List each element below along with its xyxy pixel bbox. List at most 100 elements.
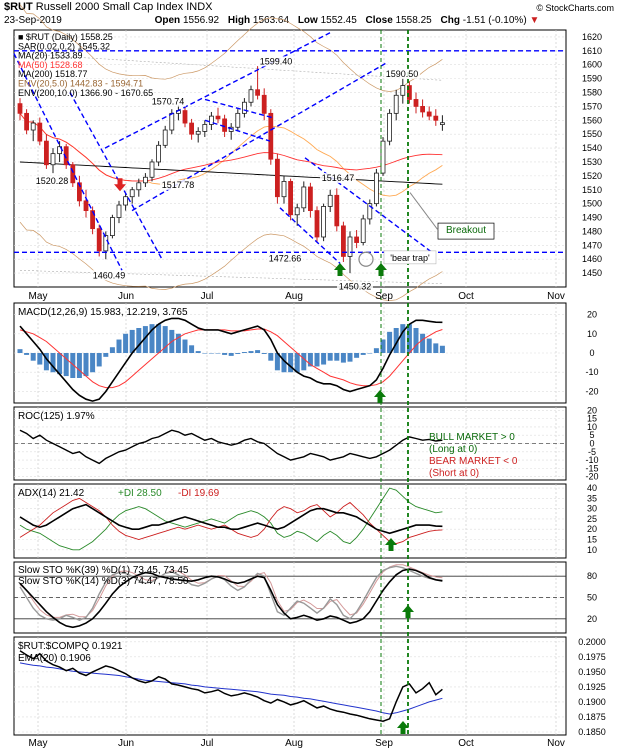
macd-histogram-bar (268, 353, 274, 361)
y-tick-label: 0 (589, 439, 594, 449)
macd-histogram-bar (400, 324, 406, 353)
macd-histogram-bar (321, 353, 327, 365)
candle-body (360, 218, 366, 243)
stochastics-panel (14, 564, 566, 629)
wedge-lower (279, 207, 341, 264)
macd-histogram-bar (420, 333, 426, 353)
x-tick-label: Sep (375, 291, 393, 302)
candle-body (307, 186, 313, 211)
y-tick-label: 1550 (582, 129, 602, 139)
x-tick-label: Sep (375, 738, 393, 749)
macd-histogram-bar (109, 347, 115, 353)
macd-histogram-bar (222, 353, 228, 355)
macd-histogram-bar (393, 328, 399, 353)
y-tick-label: 80 (587, 571, 597, 581)
macd-histogram-bar (354, 353, 360, 358)
price-annotation: 1570.74 (152, 97, 185, 107)
candle-body (406, 85, 412, 100)
macd-histogram-bar (373, 348, 379, 353)
candle-body (400, 85, 406, 96)
candle-body (327, 194, 333, 207)
ratio-ema-line (19, 662, 443, 715)
x-tick-label: May (29, 291, 48, 302)
ratio-panel (19, 650, 443, 722)
annotation-bg (150, 96, 186, 107)
y-tick-label: -20 (585, 472, 598, 482)
y-tick-label: 15 (587, 414, 597, 424)
macd-histogram-bar (274, 353, 280, 371)
bear-trap-box (383, 250, 437, 265)
macd-histogram-bar (149, 324, 155, 353)
macd-panel (17, 317, 445, 402)
y-tick-label: 35 (587, 493, 597, 503)
low-value: 1552.45 (320, 15, 357, 26)
annotation-bg (384, 68, 420, 79)
plus-di-line (19, 487, 443, 551)
candle-body (380, 140, 386, 174)
candle-body (83, 200, 89, 211)
flag-upper (204, 98, 273, 119)
y-tick-label: 10 (587, 329, 597, 339)
up-arrow-icon (334, 263, 346, 276)
candle-body (393, 94, 399, 114)
macd-histogram-bar (380, 339, 386, 353)
candle-body (373, 172, 379, 205)
candle-body (123, 196, 128, 206)
candle-body (208, 115, 214, 125)
macd-histogram-bar (340, 353, 346, 363)
candle-body (420, 106, 426, 113)
price-annotation: 1599.40 (260, 56, 293, 66)
up-arrow-icon (375, 263, 387, 276)
y-tick-label: -15 (585, 463, 598, 473)
macd-histogram-bar (307, 353, 313, 367)
envelope-upper-line (19, 4, 443, 92)
macd-histogram-bar (17, 349, 23, 353)
candle-body (433, 115, 439, 121)
price-legend-item: MA(20) 1533.89 (18, 51, 83, 61)
candle-body (321, 206, 327, 238)
y-tick-label: 1510 (582, 185, 602, 195)
candle-body (149, 161, 155, 178)
ma200-line (19, 161, 443, 185)
price-legend-item: MA(200) 1518.77 (18, 69, 88, 79)
macd-histogram-bar (30, 353, 36, 361)
y-tick-label: 30 (587, 504, 597, 514)
y-tick-label: 10 (587, 422, 597, 432)
annotation-bg (160, 179, 196, 190)
macd-histogram-bar (406, 324, 412, 353)
macd-histogram-bar (195, 351, 201, 353)
price-legend-item: ■ $RUT (Daily) 1558.25 (18, 32, 113, 42)
price-legend-item: ENV(20,5.0) 1442.83 - 1594.71 (18, 79, 143, 89)
macd-histogram-bar (387, 331, 393, 353)
macd-histogram-bar (103, 353, 109, 357)
adx-panel (19, 487, 443, 551)
macd-histogram-bar (248, 351, 254, 353)
x-tick-label: Aug (285, 738, 303, 749)
candle-body (334, 194, 340, 227)
macd-histogram-bar (43, 353, 49, 371)
y-tick-label: 0.1900 (578, 697, 606, 707)
price-legend-item: SAR(0.02,0.2) 1545.32 (18, 41, 110, 51)
sto-label-1: Slow STO %K(39) %D(1) 73.45, 73.45 (18, 565, 189, 576)
macd-histogram-bar (367, 353, 373, 354)
macd-histogram-bar (162, 326, 168, 353)
minus-di-label: -DI 19.69 (178, 488, 220, 499)
macd-histogram-bar (255, 350, 261, 353)
x-tick-label: Aug (285, 291, 303, 302)
candle-body (50, 153, 56, 166)
macd-histogram-bar (136, 328, 142, 353)
macd-histogram-bar (142, 326, 148, 353)
candle-body (37, 122, 43, 142)
macd-histogram-bar (37, 353, 43, 365)
panel-frame-price (13, 29, 567, 288)
candle-body (215, 115, 221, 120)
y-tick-label: 1590 (582, 74, 602, 84)
macd-histogram-bar (129, 329, 135, 353)
macd-histogram-bar (156, 324, 162, 353)
panel-frame-adx (13, 483, 567, 559)
y-tick-label: -5 (588, 447, 596, 457)
candle-body (136, 182, 142, 191)
bear-trap-circle (358, 251, 374, 267)
macd-histogram-bar (215, 353, 221, 354)
